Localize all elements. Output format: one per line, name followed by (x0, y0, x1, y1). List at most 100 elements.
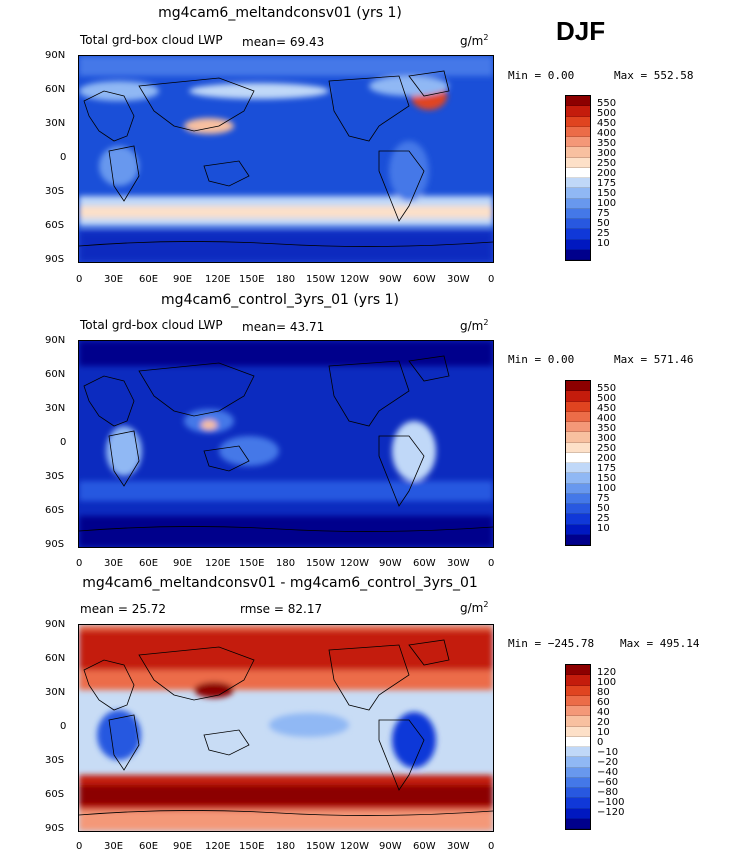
panel1-colorbar (565, 95, 591, 261)
colorbar-swatch (566, 96, 590, 107)
cb-label: 200 (597, 453, 617, 464)
p2-lon-label: 60E (139, 558, 159, 569)
cb-label: 50 (597, 503, 610, 514)
colorbar-swatch (566, 391, 590, 402)
colorbar-swatch (566, 706, 590, 717)
p2-lon-label: 120W (340, 558, 369, 569)
p1-lon-label: 30W (447, 274, 470, 285)
p2-lat-label: 30N (45, 403, 66, 414)
p3-lon-label: 0 (488, 841, 495, 852)
cb-label: −40 (597, 767, 619, 778)
p3-lon-label: 150W (306, 841, 335, 852)
cb-label: 40 (597, 707, 610, 718)
colorbar-swatch (566, 452, 590, 463)
cb-label: 550 (597, 383, 617, 394)
colorbar-swatch (566, 157, 590, 168)
p2-lon-label: 150E (239, 558, 265, 569)
cb-label: 100 (597, 677, 617, 688)
units-text: g/m2 (460, 33, 489, 48)
units-text: g/m2 (460, 600, 489, 615)
colorbar-swatch (566, 401, 590, 412)
cb-label: −20 (597, 757, 619, 768)
panel2-units: g/m2 (460, 318, 488, 333)
cb-label: 150 (597, 188, 617, 199)
p1-lon-label: 0 (488, 274, 495, 285)
cb-label: 100 (597, 198, 617, 209)
panel2-map (78, 340, 494, 548)
panel3-map (78, 624, 494, 832)
colorbar-swatch (566, 534, 590, 545)
panel1-min: Min = 0.00 (508, 69, 575, 82)
colorbar-swatch (566, 808, 590, 819)
p3-lon-label: 30W (447, 841, 470, 852)
cb-label: 450 (597, 403, 617, 414)
panel2-title: mg4cam6_control_3yrs_01 (yrs 1) (161, 292, 399, 308)
colorbar-swatch (566, 747, 590, 758)
cb-label: 10 (597, 238, 610, 249)
panel1-colorbar-labels: 550 500 450 400 350 300 250 200 175 150 … (597, 99, 616, 249)
colorbar-swatch (566, 219, 590, 230)
cb-label: 400 (597, 413, 617, 424)
colorbar-swatch (566, 432, 590, 443)
p1-lon-label: 90W (379, 274, 402, 285)
p1-lon-label: 60W (413, 274, 436, 285)
colorbar-swatch (566, 504, 590, 515)
colorbar-swatch (566, 249, 590, 260)
colorbar-swatch (566, 483, 590, 494)
colorbar-swatch (566, 695, 590, 706)
colorbar-swatch (566, 239, 590, 250)
panel1-variable: Total grd-box cloud LWP (80, 33, 223, 47)
panel3-colorbar (565, 664, 591, 830)
p1-lat-label: 30S (45, 186, 65, 197)
p2-lat-label: 60N (45, 369, 66, 380)
panel2-max: Max = 571.46 (614, 353, 694, 366)
p3-lon-label: 0 (76, 841, 83, 852)
p1-lon-label: 180 (276, 274, 296, 285)
p2-lon-label: 90E (173, 558, 193, 569)
cb-label: 500 (597, 108, 617, 119)
cb-label: 0 (597, 737, 604, 748)
p3-lat-label: 30S (45, 755, 65, 766)
cb-label: −100 (597, 797, 625, 808)
panel1-max: Max = 552.58 (614, 69, 694, 82)
colorbar-swatch (566, 463, 590, 474)
cb-label: −120 (597, 807, 625, 818)
cb-label: 80 (597, 687, 610, 698)
colorbar-swatch (566, 167, 590, 178)
p3-lon-label: 180 (276, 841, 296, 852)
p1-lon-label: 120E (205, 274, 231, 285)
cb-label: 10 (597, 523, 610, 534)
colorbar-swatch (566, 126, 590, 137)
p2-lat-label: 60S (45, 505, 65, 516)
p3-lat-label: 60N (45, 653, 66, 664)
panel2-variable: Total grd-box cloud LWP (80, 318, 223, 332)
cb-label: 60 (597, 697, 610, 708)
colorbar-swatch (566, 473, 590, 484)
colorbar-swatch (566, 229, 590, 240)
p1-lat-label: 60N (45, 84, 66, 95)
cb-label: 10 (597, 727, 610, 738)
units-text: g/m2 (460, 318, 489, 333)
panel2-colorbar (565, 380, 591, 546)
p2-lon-label: 180 (276, 558, 296, 569)
p1-lat-label: 60S (45, 220, 65, 231)
colorbar-swatch (566, 736, 590, 747)
p1-lon-label: 30E (104, 274, 124, 285)
p2-lon-label: 30W (447, 558, 470, 569)
panel1-map (78, 55, 494, 263)
colorbar-swatch (566, 757, 590, 768)
cb-label: −80 (597, 787, 619, 798)
cb-label: 300 (597, 148, 617, 159)
panel3-max: Max = 495.14 (620, 637, 700, 650)
panel3-min: Min = −245.78 (508, 637, 595, 650)
cb-label: 350 (597, 423, 617, 434)
cb-label: 350 (597, 138, 617, 149)
cb-label: 250 (597, 443, 617, 454)
cb-label: 200 (597, 168, 617, 179)
cb-label: 20 (597, 717, 610, 728)
cb-label: 550 (597, 98, 617, 109)
p1-lon-label: 150W (306, 274, 335, 285)
cb-label: −10 (597, 747, 619, 758)
cb-label: 120 (597, 667, 617, 678)
